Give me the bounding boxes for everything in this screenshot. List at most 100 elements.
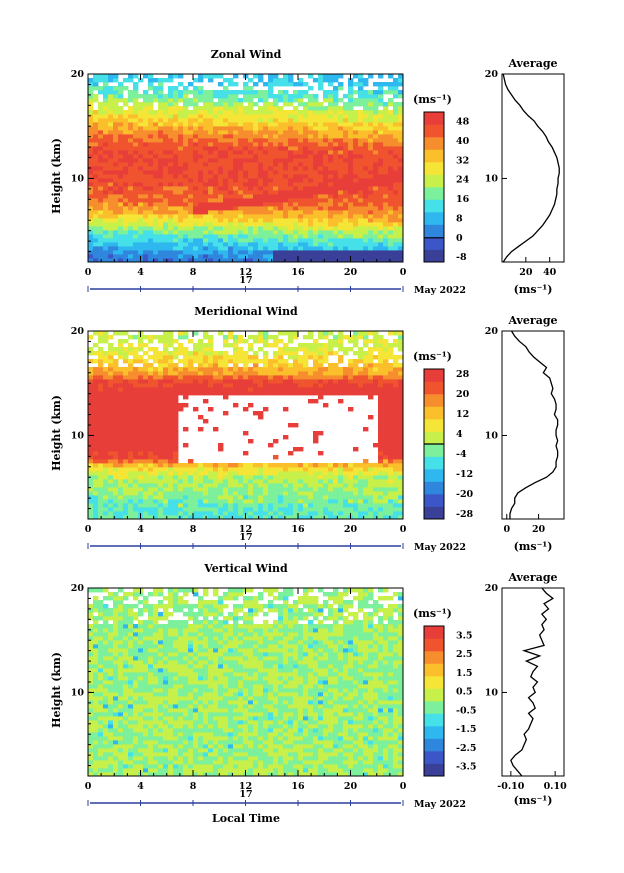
heatmap-cell <box>143 106 149 111</box>
heatmap-cell <box>103 407 109 412</box>
heatmap-cell <box>308 158 314 163</box>
heatmap-cell <box>188 218 194 223</box>
heatmap-cell <box>158 86 164 91</box>
heatmap-cell <box>323 391 329 396</box>
heatmap-cell <box>133 242 139 247</box>
heatmap-cell <box>138 427 144 432</box>
heatmap-cell <box>373 367 379 372</box>
heatmap-cell <box>383 242 389 247</box>
heatmap-cell <box>353 150 359 155</box>
heatmap-cell <box>138 423 144 428</box>
heatmap-cell <box>148 166 154 171</box>
heatmap-cell <box>318 254 324 259</box>
heatmap-cell <box>148 134 154 139</box>
heatmap-cell <box>363 230 369 235</box>
heatmap-cell <box>393 459 399 464</box>
heatmap-cell <box>348 503 354 508</box>
heatmap-cell <box>143 487 149 492</box>
heatmap-cell <box>178 158 184 163</box>
heatmap-cell <box>373 174 379 179</box>
heatmap-cell <box>233 371 239 376</box>
heatmap-cell <box>313 122 319 127</box>
heatmap-cell <box>218 367 224 372</box>
heatmap-cell <box>153 166 159 171</box>
heatmap-cell <box>368 367 374 372</box>
heatmap-cell <box>238 471 244 476</box>
heatmap-cell <box>173 507 179 512</box>
heatmap-cell <box>208 122 214 127</box>
heatmap-cell <box>383 126 389 131</box>
heatmap-cell <box>368 415 374 420</box>
heatmap-cell <box>158 471 164 476</box>
heatmap-cell <box>288 387 294 392</box>
heatmap-cell <box>348 130 354 135</box>
heatmap-cell <box>208 495 214 500</box>
heatmap-cell <box>203 399 209 404</box>
heatmap-cell <box>133 355 139 360</box>
heatmap-cell <box>143 515 149 520</box>
heatmap-cell <box>398 395 404 400</box>
heatmap-cell <box>328 110 334 115</box>
heatmap-cell <box>188 98 194 103</box>
heatmap-cell <box>108 387 114 392</box>
heatmap-cell <box>248 98 254 103</box>
average-frame <box>501 73 565 263</box>
heatmap-cell <box>353 226 359 231</box>
heatmap-cell <box>373 371 379 376</box>
heatmap-cell <box>303 499 309 504</box>
heatmap-cell <box>198 146 204 151</box>
heatmap-cell <box>248 343 254 348</box>
heatmap-cell <box>323 190 329 195</box>
heatmap-cell <box>183 491 189 496</box>
heatmap-cell <box>233 234 239 239</box>
heatmap-cell <box>263 182 269 187</box>
heatmap-cell <box>323 106 329 111</box>
heatmap-cell <box>198 210 204 215</box>
heatmap-cell <box>388 194 394 199</box>
heatmap-cell <box>203 194 209 199</box>
heatmap-cell <box>103 150 109 155</box>
heatmap-cell <box>288 218 294 223</box>
heatmap-cell <box>368 94 374 99</box>
heatmap-cell <box>353 238 359 243</box>
heatmap-cell <box>283 222 289 227</box>
heatmap-cell <box>348 134 354 139</box>
heatmap-cell <box>88 98 94 103</box>
heatmap-cell <box>208 110 214 115</box>
heatmap-cell <box>98 218 104 223</box>
heatmap-cell <box>318 347 324 352</box>
heatmap-cell <box>103 170 109 175</box>
heatmap-cell <box>323 78 329 83</box>
heatmap-cell <box>153 130 159 135</box>
heatmap-cell <box>388 218 394 223</box>
heatmap-cell <box>298 495 304 500</box>
heatmap-cell <box>118 355 124 360</box>
heatmap-cell <box>108 222 114 227</box>
heatmap-cell <box>233 122 239 127</box>
heatmap-cell <box>313 431 319 436</box>
heatmap-cell <box>103 359 109 364</box>
heatmap-cell <box>198 186 204 191</box>
heatmap-cell <box>173 138 179 143</box>
heatmap-cell <box>128 258 134 263</box>
heatmap-cell <box>263 234 269 239</box>
heatmap-cell <box>143 383 149 388</box>
heatmap-cell <box>173 391 179 396</box>
heatmap-cell <box>293 487 299 492</box>
heatmap-cell <box>383 162 389 167</box>
heatmap-cell <box>88 419 94 424</box>
heatmap-cell <box>118 399 124 404</box>
heatmap-cell <box>198 475 204 480</box>
heatmap-cell <box>293 250 299 255</box>
heatmap-cell <box>198 122 204 127</box>
heatmap-cell <box>348 162 354 167</box>
heatmap-cell <box>303 102 309 107</box>
heatmap-cell <box>163 110 169 115</box>
heatmap-cell <box>373 142 379 147</box>
heatmap-cell <box>298 499 304 504</box>
heatmap-cell <box>123 415 129 420</box>
heatmap-cell <box>153 375 159 380</box>
heatmap-cell <box>283 367 289 372</box>
heatmap-cell <box>213 250 219 255</box>
